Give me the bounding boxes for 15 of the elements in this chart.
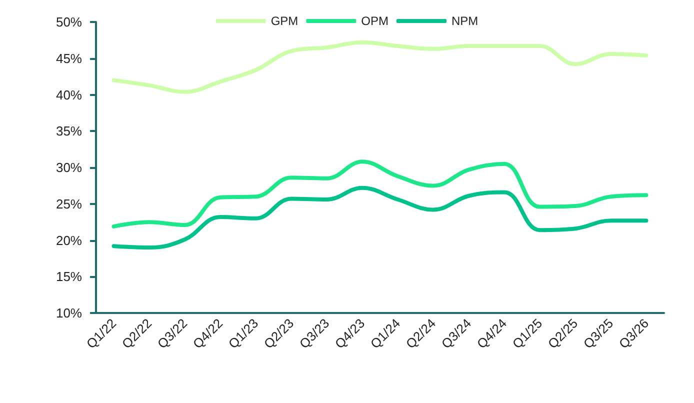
- y-tick-label: 25%: [56, 196, 82, 212]
- legend-label: GPM: [270, 14, 298, 28]
- y-tick-label: 45%: [56, 50, 82, 66]
- y-tick-label: 35%: [56, 124, 82, 139]
- line-series: [112, 160, 648, 228]
- legend-label: OPM: [361, 14, 389, 28]
- y-tick-label: 40%: [56, 87, 82, 102]
- line-series: [112, 186, 648, 250]
- y-tick-label: 30%: [56, 160, 82, 175]
- y-tick-label: 10%: [56, 306, 82, 320]
- y-tick-label: 20%: [56, 232, 82, 248]
- line-series: [112, 40, 648, 94]
- y-tick-label: 50%: [56, 14, 82, 30]
- legend-label: NPM: [452, 14, 478, 28]
- y-tick-label: 15%: [56, 269, 82, 284]
